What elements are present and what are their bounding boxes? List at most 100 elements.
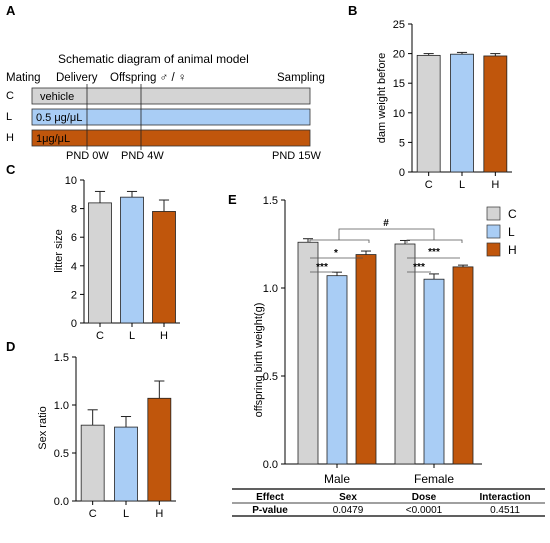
panel-d-bar-h [147, 397, 172, 502]
panel-e-bar-female-h [452, 266, 474, 465]
sig-female-lvc: *** [413, 262, 425, 273]
panel-d-chart: 0.0 0.5 1.0 1.5 C L H [54, 352, 176, 520]
legend-label-c: C [508, 207, 517, 221]
table-value-interaction: 0.4511 [490, 505, 520, 516]
panel-e-ytick-label: 1.5 [263, 195, 278, 207]
panel-c-bar-c [88, 202, 112, 324]
panel-e-bar-male-l [326, 275, 348, 465]
stage-label-offspring: Offspring ♂ / ♀ [110, 72, 186, 84]
sig-female-hvc: *** [428, 247, 440, 258]
panel-e-xtick-label-male: Male [324, 472, 350, 486]
panel-a-letter: A [6, 3, 16, 18]
panel-b-bar-h [483, 55, 508, 173]
panel-e-chart: 0.0 0.5 1.0 1.5 Male Female [263, 195, 482, 486]
panel-d-ytick-label: 0.5 [54, 448, 69, 460]
panel-e-bar-male-h [355, 254, 377, 465]
panel-e-ytick-label: 0.0 [263, 459, 278, 471]
legend-swatch-h [486, 242, 501, 257]
panel-c-bar-l [120, 196, 144, 324]
panel-b-xtick-label-h: H [491, 179, 499, 191]
treatment-label-h: 1μg/μL [36, 133, 70, 145]
panel-c-ytick-label: 4 [71, 261, 77, 273]
panel-b-xtick-label-l: L [459, 179, 465, 191]
panel-e-xtick-label-female: Female [414, 472, 454, 486]
sig-male-lvc: *** [316, 262, 328, 273]
panel-b-ytick-label: 20 [393, 49, 405, 61]
panel-e: E offspring birth weight(g) 0.0 0.5 1.0 1.5… [228, 192, 545, 517]
panel-d-xtick-label-l: L [123, 508, 129, 520]
panel-c-xtick-label-l: L [129, 330, 135, 342]
stats-table: Effect Sex Dose Interaction P-value 0.04… [232, 488, 545, 517]
panel-d-ytick-label: 0.0 [54, 496, 69, 508]
panel-c-xtick-label-h: H [160, 330, 168, 342]
table-row-label: P-value [252, 505, 288, 516]
time-label-4w: PND 4W [121, 150, 164, 162]
panel-c-ytick-label: 6 [71, 232, 77, 244]
panel-d-letter: D [6, 339, 15, 354]
panel-e-ytick-label: 1.0 [263, 283, 278, 295]
table-value-sex: 0.0479 [333, 505, 364, 516]
treatment-label-l: 0.5 μg/μL [36, 112, 82, 124]
schematic-title: Schematic diagram of animal model [58, 52, 249, 66]
panel-b-ytick-label: 10 [393, 108, 405, 120]
panel-b-bar-l [450, 53, 474, 173]
panel-e-ylabel: offspring birth weight(g) [253, 303, 265, 418]
bracket-sex-comparison [338, 228, 435, 240]
sig-overall: # [383, 218, 389, 229]
stage-label-delivery: Delivery [56, 72, 98, 84]
panel-c-letter: C [6, 162, 16, 177]
table-value-dose: <0.0001 [406, 505, 443, 516]
panel-e-legend: C L H [486, 206, 517, 257]
stage-label-mating: Mating [6, 72, 41, 84]
treatment-label-c: vehicle [40, 91, 74, 103]
panel-e-ytick-label: 0.5 [263, 371, 278, 383]
panel-b-ylabel: dam weight before [376, 53, 388, 144]
panel-d-ytick-label: 1.5 [54, 352, 69, 364]
table-header-interaction: Interaction [479, 492, 530, 503]
panel-c-chart: 0 2 4 6 8 10 C L H [65, 175, 180, 342]
time-label-0w: PND 0W [66, 150, 109, 162]
panel-c-ytick-label: 8 [71, 204, 77, 216]
panel-e-bar-female-l [423, 278, 445, 465]
bracket-female-group [406, 239, 463, 243]
panel-b: B dam weight before 0 5 10 15 20 25 C L H [348, 3, 512, 191]
legend-swatch-c [486, 206, 501, 221]
panel-c-bar-h [152, 211, 176, 324]
panel-e-bar-male-c [297, 241, 319, 465]
stage-label-sampling: Sampling [277, 72, 325, 84]
panel-b-chart: 0 5 10 15 20 25 C L H [393, 19, 512, 191]
treatment-bar-h [31, 129, 311, 147]
legend-label-h: H [508, 243, 517, 257]
group-key-c: C [6, 90, 14, 102]
legend-label-l: L [508, 225, 515, 239]
panel-b-ytick-label: 5 [399, 137, 405, 149]
table-header-dose: Dose [412, 492, 437, 503]
panel-e-letter: E [228, 192, 237, 207]
table-header-effect: Effect [256, 492, 284, 503]
panel-b-ytick-label: 25 [393, 19, 405, 31]
table-header-sex: Sex [339, 492, 357, 503]
panel-d-xtick-label-h: H [155, 508, 163, 520]
panel-c-xtick-label-c: C [96, 330, 104, 342]
panel-d-xtick-label-c: C [89, 508, 97, 520]
panel-c: C litter size 0 2 4 6 8 10 C L H [6, 162, 180, 342]
group-key-h: H [6, 132, 14, 144]
panel-d-ylabel: Sex ratio [37, 406, 49, 449]
panel-d-ytick-label: 1.0 [54, 400, 69, 412]
panel-b-xtick-label-c: C [425, 179, 433, 191]
time-label-15w: PND 15W [272, 150, 322, 162]
panel-c-ylabel: litter size [53, 229, 65, 272]
panel-d-bar-l [114, 426, 138, 502]
legend-swatch-l [486, 224, 501, 239]
panel-b-bar-c [416, 54, 441, 173]
bracket-male-group [309, 239, 370, 243]
panel-b-ytick-label: 0 [399, 167, 405, 179]
panel-d: D Sex ratio 0.0 0.5 1.0 1.5 C L H [6, 339, 176, 520]
panel-c-ytick-label: 0 [71, 318, 77, 330]
treatment-bar-l [31, 108, 311, 126]
panel-b-ytick-label: 15 [393, 78, 405, 90]
panel-a: A Schematic diagram of animal model Mati… [6, 3, 325, 162]
panel-e-bar-female-c [394, 243, 416, 465]
panel-c-ytick-label: 2 [71, 289, 77, 301]
